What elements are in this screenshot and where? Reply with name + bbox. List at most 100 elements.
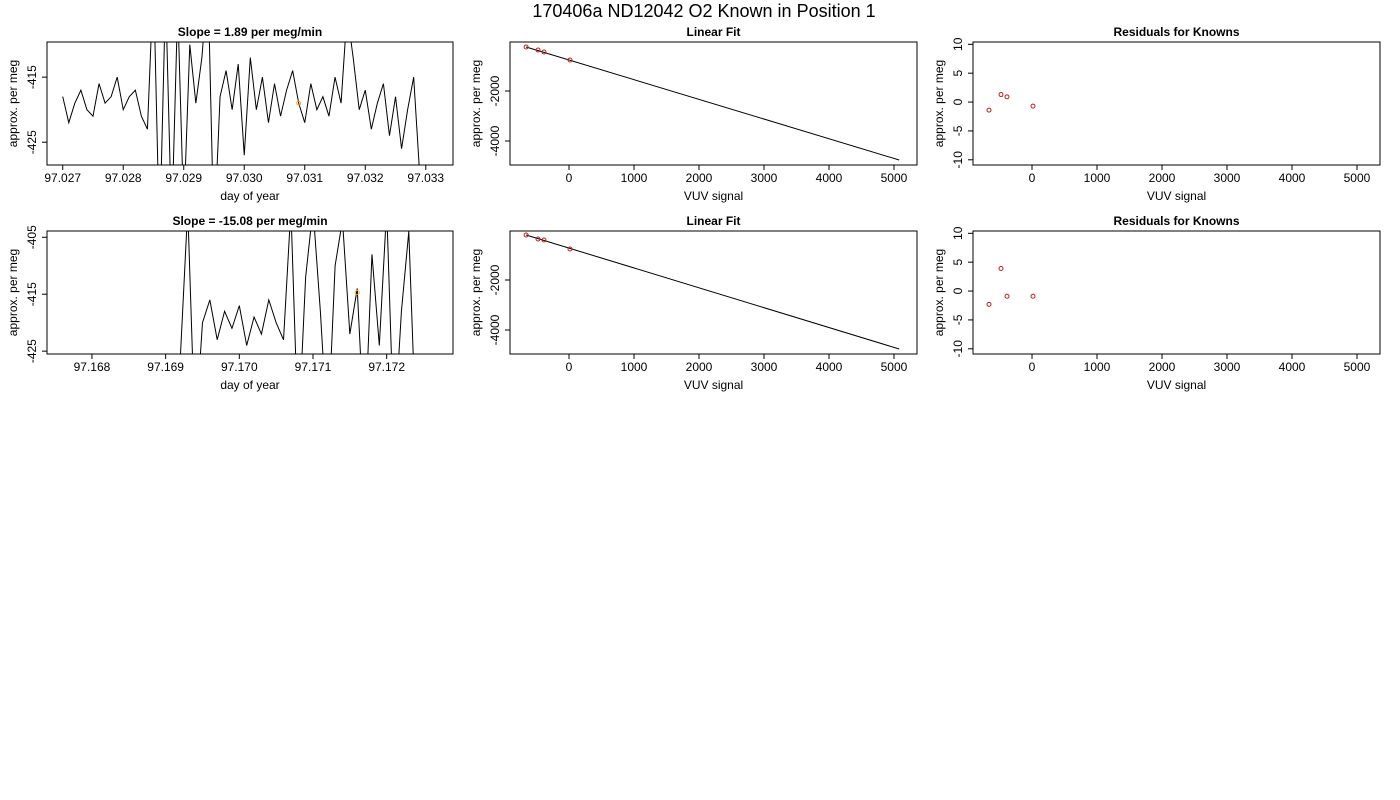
data-point	[1004, 94, 1010, 100]
y-tick-label: 5	[951, 259, 965, 266]
data-point	[998, 92, 1004, 98]
x-tick-label: 4000	[1279, 171, 1306, 185]
data-point	[523, 232, 529, 238]
highlight-point	[296, 100, 302, 106]
data-point	[998, 266, 1004, 272]
plot-area	[180, 231, 414, 354]
y-tick-label: -415	[25, 65, 39, 89]
y-tick-label: -4000	[488, 314, 502, 345]
x-axis-label: VUV signal	[684, 378, 743, 392]
x-tick-label: 3000	[751, 360, 778, 374]
panel: Slope = -15.08 per meg/min day of year app…	[6, 214, 454, 392]
panel-title: Residuals for Knowns	[1113, 214, 1239, 228]
fit-line	[525, 46, 900, 161]
plot-frame	[46, 230, 454, 355]
plot-area	[523, 44, 900, 161]
x-tick-label: 97.171	[295, 360, 332, 374]
panel-title: Slope = 1.89 per meg/min	[178, 25, 322, 39]
x-tick-label: 97.033	[407, 171, 444, 185]
y-tick-label: -2000	[488, 75, 502, 106]
x-tick-label: 5000	[1344, 171, 1371, 185]
panel: Slope = 1.89 per meg/min day of year appro…	[6, 25, 454, 203]
y-tick-label: -425	[25, 339, 39, 363]
y-axis-label: approx. per meg	[469, 60, 483, 147]
x-axis-label: VUV signal	[684, 189, 743, 203]
data-point	[1030, 103, 1036, 109]
x-tick-label: 97.169	[147, 360, 184, 374]
figure-title: 170406a ND12042 O2 Known in Position 1	[532, 1, 875, 21]
plot-frame	[46, 41, 454, 166]
x-tick-label: 0	[566, 171, 573, 185]
data-point	[567, 246, 573, 252]
fit-line	[525, 234, 900, 350]
data-point	[986, 107, 992, 113]
x-tick-label: 2000	[686, 360, 713, 374]
plot-frame	[972, 230, 1381, 355]
data-point	[535, 47, 541, 53]
x-tick-label: 5000	[881, 171, 908, 185]
y-tick-label: 10	[951, 226, 965, 240]
x-tick-label: 3000	[1214, 360, 1241, 374]
x-tick-label: 2000	[686, 171, 713, 185]
x-tick-label: 97.032	[347, 171, 384, 185]
data-line	[180, 231, 414, 354]
plot-frame	[509, 230, 918, 355]
y-tick-label: 0	[951, 98, 965, 105]
y-axis-label: approx. per meg	[6, 249, 20, 336]
y-tick-label: -10	[951, 151, 965, 169]
highlight-point	[354, 290, 360, 295]
y-tick-label: -10	[951, 340, 965, 358]
plot-area	[523, 232, 900, 350]
x-tick-label: 1000	[1084, 171, 1111, 185]
x-tick-label: 1000	[621, 360, 648, 374]
data-point	[567, 57, 573, 63]
x-tick-label: 97.027	[44, 171, 81, 185]
panel: Residuals for Knowns VUV signal approx. pe…	[932, 25, 1381, 203]
y-tick-label: 0	[951, 287, 965, 294]
y-tick-label: -5	[951, 125, 965, 136]
x-tick-label: 2000	[1149, 171, 1176, 185]
x-tick-label: 97.028	[105, 171, 142, 185]
plot-area	[986, 266, 1036, 307]
x-tick-label: 4000	[1279, 360, 1306, 374]
x-tick-label: 0	[1029, 171, 1036, 185]
x-tick-label: 4000	[816, 360, 843, 374]
x-tick-label: 2000	[1149, 360, 1176, 374]
y-axis-label: approx. per meg	[469, 249, 483, 336]
x-axis-label: day of year	[220, 189, 279, 203]
data-point	[535, 236, 541, 242]
x-tick-label: 97.030	[226, 171, 263, 185]
data-point	[1004, 293, 1010, 299]
x-tick-label: 97.031	[286, 171, 323, 185]
x-tick-label: 97.029	[165, 171, 202, 185]
panel: Linear Fit VUV signal approx. per meg 0 1000…	[469, 25, 918, 203]
x-tick-label: 4000	[816, 171, 843, 185]
data-point	[1030, 293, 1036, 299]
y-axis-label: approx. per meg	[932, 249, 946, 336]
panel-title: Slope = -15.08 per meg/min	[172, 214, 327, 228]
x-tick-label: 3000	[751, 171, 778, 185]
y-tick-label: -4000	[488, 125, 502, 156]
panel-title: Linear Fit	[686, 25, 740, 39]
plot-frame	[972, 41, 1381, 166]
panel: Linear Fit VUV signal approx. per meg 0 1000…	[469, 214, 918, 392]
x-tick-label: 3000	[1214, 171, 1241, 185]
data-line	[62, 42, 420, 165]
plot-frame	[509, 41, 918, 166]
y-axis-label: approx. per meg	[6, 60, 20, 147]
x-axis-label: VUV signal	[1147, 189, 1206, 203]
y-tick-label: -5	[951, 314, 965, 325]
x-tick-label: 1000	[621, 171, 648, 185]
data-point	[541, 49, 547, 55]
x-tick-label: 97.172	[368, 360, 405, 374]
y-tick-label: -405	[25, 225, 39, 249]
x-tick-label: 0	[566, 360, 573, 374]
x-tick-label: 5000	[881, 360, 908, 374]
y-tick-label: -415	[25, 282, 39, 306]
x-tick-label: 0	[1029, 360, 1036, 374]
panel-title: Residuals for Knowns	[1113, 25, 1239, 39]
x-tick-label: 5000	[1344, 360, 1371, 374]
x-axis-label: VUV signal	[1147, 378, 1206, 392]
x-tick-label: 1000	[1084, 360, 1111, 374]
